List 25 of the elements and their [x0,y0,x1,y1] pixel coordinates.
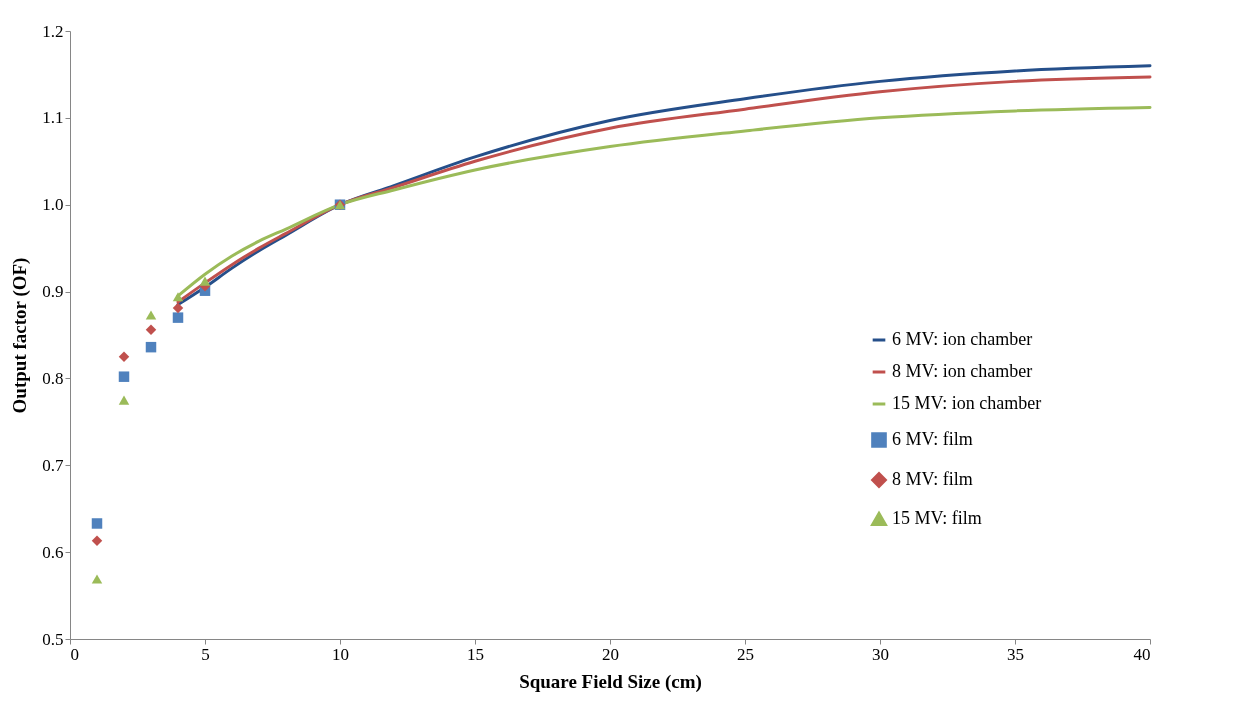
y-tick-label: 0.6 [42,542,64,562]
y-tick-label: 0.8 [42,368,64,388]
x-tick-label: 5 [201,644,210,664]
y-tick-label: 1.1 [42,108,64,128]
x-tick-label: 10 [332,644,349,664]
x-tick-label: 35 [1007,644,1024,664]
x-tick-label: 40 [1133,644,1151,664]
x-tick-label: 0 [70,644,79,664]
legend-label: 15 MV: film [892,508,982,528]
legend-label: 8 MV: film [892,469,973,489]
y-axis-title: Output factor (OF) [9,257,32,414]
y-tick-label: 0.5 [42,629,64,649]
x-tick-label: 25 [737,644,754,664]
y-tick-label: 0.7 [42,455,64,475]
y-tick-label: 1.0 [42,195,64,215]
legend-label: 15 MV: ion chamber [892,393,1042,413]
legend-label: 8 MV: ion chamber [892,361,1033,381]
legend-label: 6 MV: film [892,429,973,449]
x-tick-label: 30 [872,644,889,664]
x-tick-label: 20 [602,644,619,664]
x-axis-title: Square Field Size (cm) [519,670,702,693]
x-tick-label: 15 [467,644,484,664]
y-tick-label: 0.9 [42,282,64,302]
y-tick-label: 1.2 [42,21,64,41]
legend-label: 6 MV: ion chamber [892,329,1033,349]
